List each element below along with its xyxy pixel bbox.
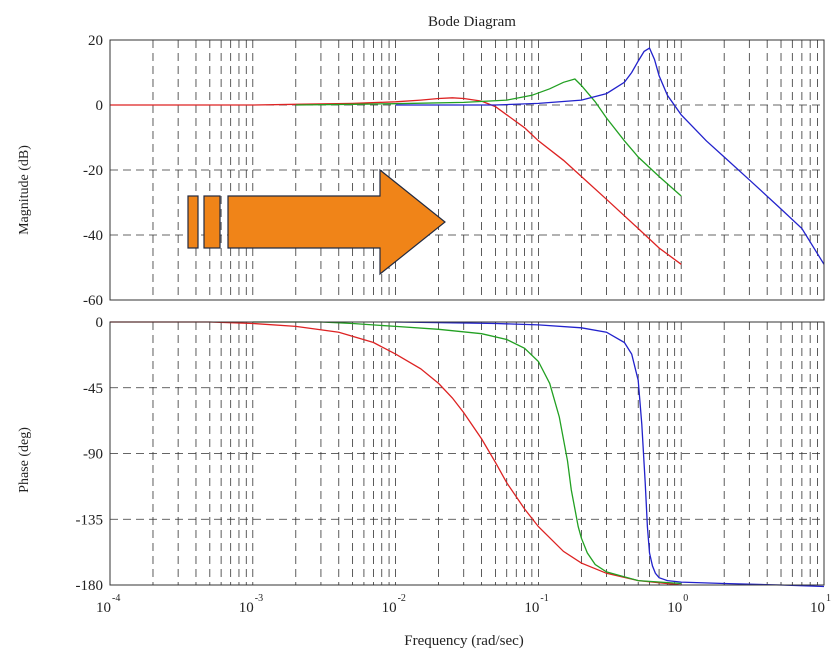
phase-series-1	[110, 321, 682, 586]
arrow-body	[227, 168, 446, 276]
y-tick-label: 0	[96, 98, 104, 114]
x-tick-label: 10	[524, 600, 539, 616]
arrow-right-icon	[187, 168, 446, 276]
phase-plot-frame	[109, 321, 825, 586]
magnitude-ylabel: Magnitude (dB)	[17, 145, 32, 235]
x-tick-label: 10	[96, 600, 111, 616]
x-tick-label: 10	[382, 600, 397, 616]
x-tick-exponent: 1	[826, 593, 831, 604]
x-tick-label: 10	[667, 600, 682, 616]
x-tick-exponent: -2	[398, 593, 406, 604]
y-tick-label: -135	[76, 512, 104, 528]
x-tick-exponent: -4	[112, 593, 120, 604]
magnitude-series-2	[295, 78, 682, 197]
arrow-bar-2	[203, 195, 221, 249]
x-tick-exponent: -3	[255, 593, 263, 604]
y-tick-label: -90	[83, 447, 103, 463]
x-axis-label: Frequency (rad/sec)	[404, 633, 524, 649]
magnitude-series-3	[395, 47, 825, 265]
y-tick-label: 20	[88, 33, 103, 49]
magnitude-plot-frame	[109, 39, 825, 301]
arrow-bar-1	[187, 195, 199, 249]
magnitude-series-1	[110, 97, 682, 265]
phase-series-3	[395, 321, 825, 588]
x-tick-exponent: -1	[540, 593, 548, 604]
x-tick-exponent: 0	[683, 593, 688, 604]
y-tick-label: -20	[83, 163, 103, 179]
y-tick-label: 0	[96, 315, 104, 331]
phase-series-2	[252, 321, 682, 585]
y-tick-label: -45	[83, 381, 103, 397]
y-tick-label: -60	[83, 293, 103, 309]
magnitude-panel: 20 0 -20 -40 -60 Magnitude (dB)	[17, 33, 825, 309]
phase-ylabel: Phase (deg)	[17, 427, 32, 493]
phase-panel: 0 -45 -90 -135 -180 Phase (deg)	[17, 315, 825, 594]
x-tick-label: 10	[810, 600, 825, 616]
y-tick-label: -180	[76, 578, 104, 594]
x-tick-label: 10	[239, 600, 254, 616]
chart-title: Bode Diagram	[428, 14, 516, 30]
y-tick-label: -40	[83, 228, 103, 244]
